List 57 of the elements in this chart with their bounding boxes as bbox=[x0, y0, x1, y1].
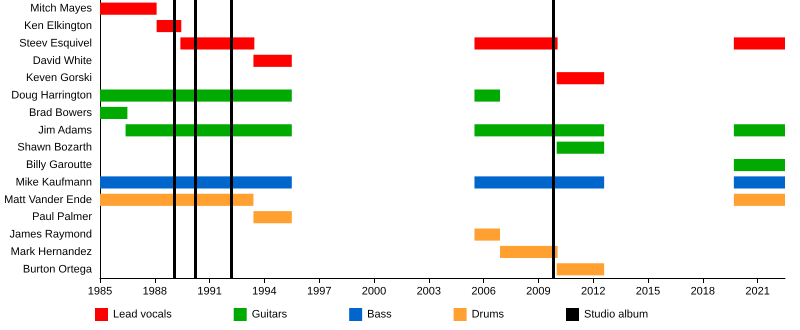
y-tick-label: Brad Bowers bbox=[29, 106, 92, 119]
bar bbox=[734, 158, 785, 172]
x-tick-label: 2006 bbox=[471, 286, 496, 298]
x-tick-label: 2021 bbox=[745, 286, 770, 298]
bar bbox=[474, 37, 558, 50]
y-tick-label: Doug Harrington bbox=[11, 90, 92, 102]
y-tick-label: Keven Gorski bbox=[26, 72, 92, 84]
legend-label: Studio album bbox=[584, 308, 648, 320]
x-tick-label: 1985 bbox=[88, 286, 112, 298]
legend-label: Drums bbox=[472, 308, 505, 320]
bar bbox=[474, 124, 604, 136]
x-tick-label: 1988 bbox=[142, 286, 168, 298]
bar bbox=[556, 263, 604, 276]
bar bbox=[556, 142, 604, 154]
y-tick-label: Burton Ortega bbox=[22, 263, 93, 276]
x-tick-label: 1994 bbox=[252, 286, 277, 298]
legend-label: Guitars bbox=[252, 308, 288, 320]
bar bbox=[556, 72, 604, 84]
bar bbox=[253, 54, 292, 67]
legend-label: Bass bbox=[367, 308, 392, 320]
y-tick-label: Steev Esquivel bbox=[19, 37, 92, 50]
x-tick-label: 2012 bbox=[580, 286, 606, 298]
bar bbox=[100, 2, 157, 15]
bar bbox=[253, 211, 292, 224]
bar bbox=[734, 176, 785, 189]
bar bbox=[734, 124, 785, 136]
bar bbox=[500, 246, 558, 258]
bar bbox=[474, 176, 604, 189]
y-tick-label: Shawn Bozarth bbox=[17, 142, 92, 154]
y-tick-label: Mike Kaufmann bbox=[16, 176, 92, 188]
y-tick-label: Matt Vander Ende bbox=[4, 194, 92, 206]
y-tick-label: Ken Elkington bbox=[24, 20, 92, 32]
legend-label: Lead vocals bbox=[113, 308, 172, 320]
bar bbox=[100, 89, 292, 102]
x-tick-label: 2015 bbox=[636, 286, 660, 298]
y-tick-label: David White bbox=[32, 54, 92, 67]
x-tick-label: 2003 bbox=[416, 286, 442, 298]
bar bbox=[734, 37, 785, 50]
x-tick-label: 1991 bbox=[197, 286, 222, 298]
y-tick-label: Mark Hernandez bbox=[10, 246, 92, 258]
x-tick-label: 2018 bbox=[690, 286, 716, 298]
y-tick-label: Jim Adams bbox=[38, 124, 92, 136]
bar bbox=[100, 176, 292, 189]
y-tick-label: James Raymond bbox=[9, 228, 92, 241]
bar bbox=[100, 194, 254, 206]
y-tick-label: Billy Garoutte bbox=[26, 159, 92, 172]
x-tick-label: 2000 bbox=[362, 286, 386, 298]
bar bbox=[734, 194, 785, 206]
bar bbox=[474, 228, 500, 241]
bar bbox=[126, 124, 292, 136]
bar bbox=[180, 37, 254, 50]
x-tick-label: 1997 bbox=[306, 286, 332, 298]
bar bbox=[474, 89, 500, 102]
bar bbox=[100, 106, 128, 120]
x-tick-label: 2009 bbox=[526, 286, 551, 298]
y-tick-label: Mitch Mayes bbox=[30, 2, 92, 15]
y-tick-label: Paul Palmer bbox=[32, 211, 92, 224]
